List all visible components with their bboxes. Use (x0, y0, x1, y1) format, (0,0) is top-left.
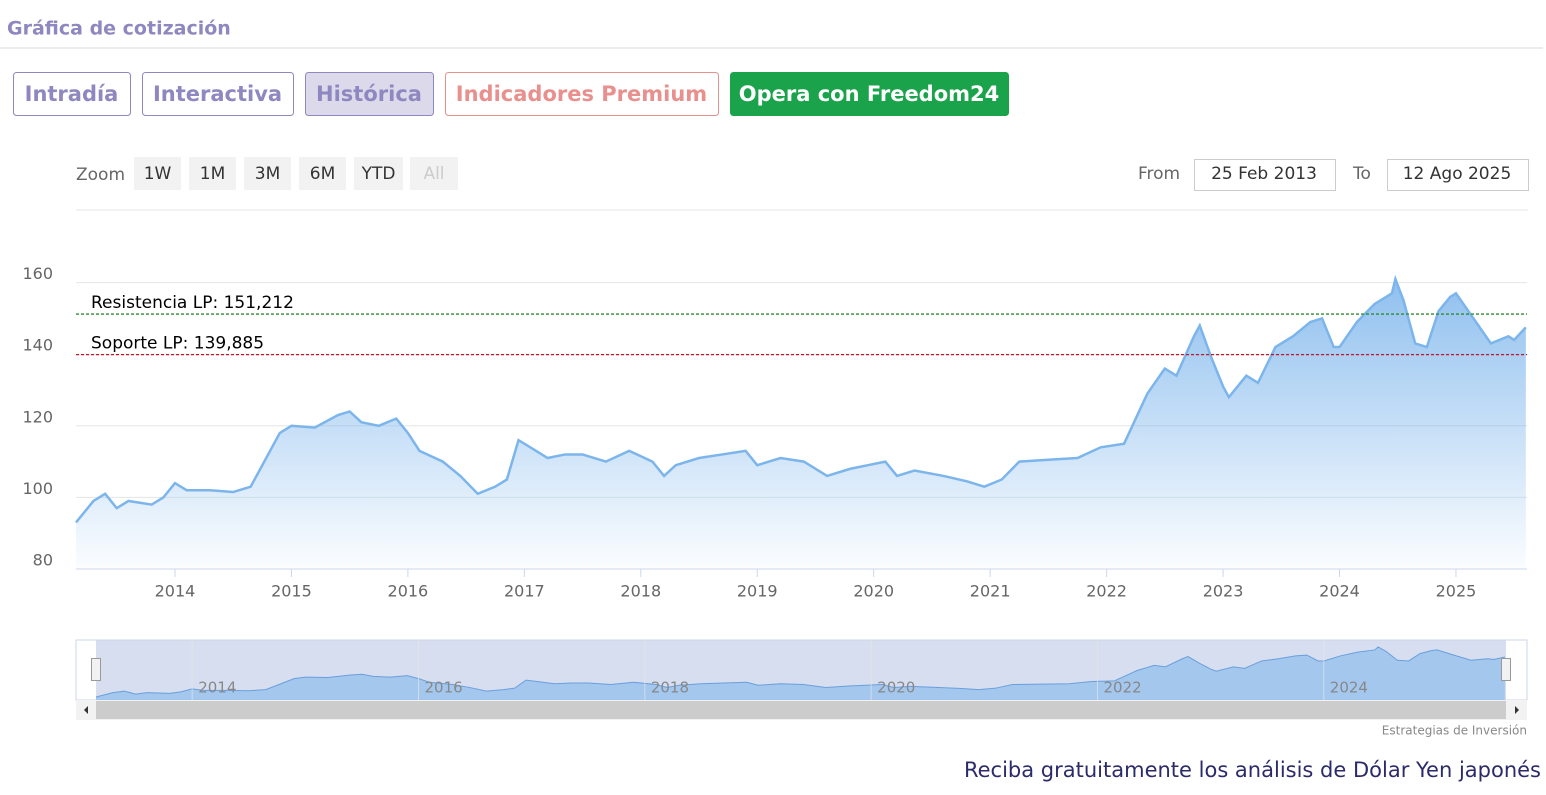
zoom-button-label[interactable]: YTD (361, 164, 396, 184)
level-label: Resistencia LP: 151,212 (91, 293, 294, 313)
zoom-button-label[interactable]: 3M (255, 164, 280, 184)
navigator-area (96, 647, 1505, 700)
tab-button[interactable] (13, 72, 131, 116)
zoom-button-label[interactable]: All (423, 164, 444, 184)
from-date[interactable]: 25 Feb 2013 (1211, 164, 1317, 184)
area-fill (76, 279, 1526, 569)
tab-button[interactable] (445, 72, 719, 116)
zoom-button[interactable] (189, 157, 236, 190)
navigator-tick-label: 2020 (877, 679, 915, 697)
x-tick-label: 2021 (970, 582, 1011, 601)
x-tick-label: 2015 (271, 582, 312, 601)
scroll-arrow[interactable] (1515, 706, 1519, 714)
zoom-button[interactable] (299, 157, 346, 190)
tab-label[interactable]: Intradía (25, 82, 119, 106)
tab-button[interactable] (730, 72, 1009, 116)
y-tick-label: 160 (22, 264, 53, 283)
x-tick-label: 2020 (853, 582, 894, 601)
date-input[interactable] (1194, 159, 1336, 191)
from-label: From (1138, 164, 1180, 184)
zoom-button[interactable] (354, 157, 403, 190)
x-tick-label: 2022 (1086, 582, 1127, 601)
navigator-tick-label: 2022 (1103, 679, 1141, 697)
zoom-button[interactable] (244, 157, 291, 190)
date-input[interactable] (1387, 159, 1529, 191)
y-tick-label: 140 (22, 336, 53, 355)
x-tick-label: 2019 (737, 582, 778, 601)
zoom-button[interactable] (410, 157, 458, 190)
price-line (75, 274, 1527, 524)
y-tick-label: 120 (22, 407, 53, 426)
tab-label[interactable]: Histórica (316, 82, 422, 106)
to-date[interactable]: 12 Ago 2025 (1403, 164, 1512, 184)
tab-label[interactable]: Opera con Freedom24 (739, 82, 1000, 106)
handle[interactable] (91, 658, 101, 681)
section-title: Gráfica de cotización (7, 18, 231, 40)
navigator-tick-label: 2024 (1330, 679, 1368, 697)
navigator-tick-label: 2014 (198, 679, 236, 697)
credit: Estrategias de Inversión (1382, 724, 1527, 738)
scroll-arrow[interactable] (84, 706, 88, 714)
tab-label[interactable]: Indicadores Premium (456, 82, 707, 106)
tab-label[interactable]: Interactiva (153, 82, 282, 106)
x-tick-label: 2016 (388, 582, 429, 601)
level-label: Soporte LP: 139,885 (91, 334, 264, 354)
x-tick-label: 2024 (1319, 582, 1360, 601)
tab-button[interactable] (142, 72, 294, 116)
navigator-tick-label: 2018 (651, 679, 689, 697)
to-label: To (1352, 164, 1371, 184)
footer-link[interactable]: Reciba gratuitamente los análisis de Dól… (964, 758, 1541, 782)
scrollbar-thumb[interactable] (96, 701, 1506, 719)
zoom-button-label[interactable]: 1W (144, 164, 172, 184)
y-tick-label: 100 (22, 479, 53, 498)
x-tick-label: 2014 (155, 582, 196, 601)
handle[interactable] (1501, 658, 1511, 681)
y-tick-label: 80 (33, 551, 53, 570)
x-tick-label: 2023 (1203, 582, 1244, 601)
zoom-button-label[interactable]: 1M (200, 164, 225, 184)
zoom-label: Zoom (76, 165, 125, 185)
x-tick-label: 2017 (504, 582, 545, 601)
zoom-button[interactable] (134, 157, 181, 190)
navigator-tick-label: 2016 (425, 679, 463, 697)
x-tick-label: 2018 (620, 582, 661, 601)
tab-button[interactable] (305, 72, 434, 116)
zoom-button-label[interactable]: 6M (310, 164, 335, 184)
x-tick-label: 2025 (1436, 582, 1477, 601)
